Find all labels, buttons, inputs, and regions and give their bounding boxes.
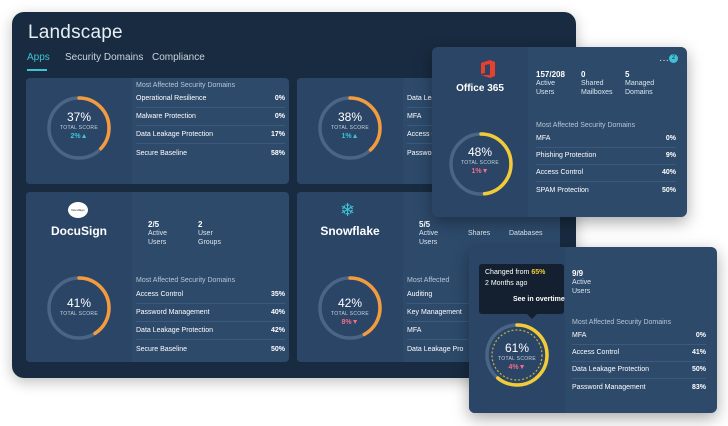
domain-row: Data Leakage Pro	[407, 345, 464, 353]
app-card-overtime[interactable]: 61% TOTAL SCORE 4%▼ Changed from 65% 2 M…	[469, 247, 717, 413]
domain-row: MFA 0%	[572, 327, 706, 345]
domain-row: Password Management 83%	[572, 383, 706, 391]
most-affected-title: Most Affected Security Domains	[136, 277, 236, 284]
tooltip-pointer	[527, 314, 537, 319]
score-gauge	[318, 96, 382, 160]
score-panel: 38% TOTAL SCORE 1%▲	[297, 78, 403, 184]
total-score-label: TOTAL SCORE	[60, 125, 98, 131]
score-delta: 4%▼	[508, 364, 526, 371]
domain-row: Operational Resilience 0%	[136, 90, 285, 108]
domain-row: Data Leakage Protection 42%	[136, 322, 285, 340]
domain-row: Secure Baseline 58%	[136, 149, 285, 157]
total-score-label: TOTAL SCORE	[498, 356, 536, 362]
stat-shares: Shares	[468, 230, 491, 237]
stat-user-groups: 2 User Groups	[198, 220, 221, 246]
domain-row: Access Control 41%	[572, 344, 706, 362]
domain-row: Access Control 40%	[536, 164, 676, 182]
tooltip-changed: Changed from 65%	[485, 269, 546, 276]
domains-panel: 2/5 Active Users 2 User Groups Most Affected…	[132, 192, 289, 362]
total-score-label: TOTAL SCORE	[331, 311, 369, 317]
domain-row: SPAM Protection 50%	[536, 186, 676, 194]
score-delta: 8%▼	[341, 319, 359, 326]
arrow-down-icon: ▼	[351, 319, 359, 326]
app-name: Office 365	[456, 83, 504, 94]
total-score-value: 38%	[337, 110, 363, 124]
score-panel: 37% TOTAL SCORE 2%▲	[26, 78, 132, 184]
stat-databases: Databases	[509, 230, 543, 237]
score-panel: ❄ Snowflake 42% TOTAL SCORE 8%▼	[297, 192, 403, 362]
tab-security-domains[interactable]: Security Domains	[65, 52, 144, 63]
stat-active-users: 157/208 Active Users	[536, 70, 565, 96]
total-score-value: 48%	[467, 145, 493, 159]
gauge-arc	[318, 96, 382, 160]
overtime-tooltip: Changed from 65% 2 Months ago See in ove…	[479, 264, 565, 319]
most-affected-title: Most Affected Security Domains	[572, 319, 672, 326]
app-card-office365[interactable]: Office 365 48% TOTAL SCORE 1%▼ 157/208 Ac…	[432, 47, 687, 217]
stat-active-users: 5/5 Active Users	[419, 220, 439, 246]
stat-managed-domains: 5 Managed Domains	[625, 70, 655, 96]
domains-panel: Most Affected Security Domains Operation…	[132, 78, 289, 184]
total-score-value: 61%	[504, 341, 530, 355]
total-score-label: TOTAL SCORE	[461, 160, 499, 166]
score-gauge	[47, 276, 111, 340]
score-gauge	[485, 323, 549, 387]
office365-logo-icon	[481, 60, 495, 78]
stat-active-users: 2/5 Active Users	[148, 220, 168, 246]
domain-row: Passwor	[407, 149, 434, 157]
stat-shared-mailboxes: 0 Shared Mailboxes	[581, 70, 613, 96]
domain-row: Data Leakage Protection 17%	[136, 126, 285, 144]
domain-row: Phishing Protection 9%	[536, 147, 676, 165]
gauge-arc	[318, 276, 382, 340]
total-score-label: TOTAL SCORE	[331, 125, 369, 131]
docusign-logo: DocuSign	[68, 202, 88, 218]
score-delta: 2%▲	[70, 133, 88, 140]
see-in-overtime-link[interactable]: See in overtime	[513, 296, 565, 303]
most-affected-title: Most Affected Security Domains	[536, 122, 636, 129]
domain-row: Password Management 40%	[136, 304, 285, 322]
score-gauge	[47, 96, 111, 160]
app-card-top-left[interactable]: 37% TOTAL SCORE 2%▲ Most Affected Securi…	[26, 78, 289, 184]
domain-row: Malware Protection 0%	[136, 108, 285, 126]
tooltip-time-ago: 2 Months ago	[485, 280, 528, 287]
most-affected-title: Most Affected	[407, 277, 450, 284]
domain-row: MFA 0%	[536, 130, 676, 148]
gauge-arc	[485, 323, 549, 387]
arrow-up-icon: ▲	[80, 133, 88, 140]
arrow-down-icon: ▼	[481, 168, 489, 175]
stat-active-users: 9/9 Active Users	[572, 269, 592, 295]
score-delta: 1%▼	[471, 168, 489, 175]
active-tab-indicator	[27, 69, 47, 71]
total-score-value: 37%	[66, 110, 92, 124]
gauge-arc	[47, 96, 111, 160]
app-card-docusign[interactable]: DocuSign DocuSign 41% TOTAL SCORE 2/5 Act…	[26, 192, 289, 362]
app-name: Snowflake	[320, 224, 380, 238]
more-options-icon[interactable]: ···	[659, 55, 669, 66]
snowflake-icon: ❄	[340, 200, 356, 220]
gauge-arc	[47, 276, 111, 340]
score-panel	[432, 47, 528, 217]
tab-apps[interactable]: Apps	[27, 52, 50, 63]
total-score-value: 42%	[337, 296, 363, 310]
score-gauge	[318, 276, 382, 340]
score-delta: 1%▲	[341, 133, 359, 140]
domain-row: Access Control 35%	[136, 286, 285, 304]
gauge-arc	[449, 132, 513, 196]
score-gauge	[449, 132, 513, 196]
arrow-up-icon: ▲	[351, 133, 359, 140]
total-score-value: 41%	[66, 296, 92, 310]
tab-compliance[interactable]: Compliance	[152, 52, 205, 63]
app-name: DocuSign	[51, 224, 107, 238]
page-title: Landscape	[28, 22, 123, 43]
gauge-previous-ring	[491, 329, 543, 381]
most-affected-title: Most Affected Security Domains	[136, 82, 236, 89]
domain-row: Data Leakage Protection 50%	[572, 361, 706, 379]
score-panel: DocuSign DocuSign 41% TOTAL SCORE	[26, 192, 132, 362]
total-score-label: TOTAL SCORE	[60, 311, 98, 317]
arrow-down-icon: ▼	[518, 364, 526, 371]
domain-row: Secure Baseline 50%	[136, 345, 285, 353]
notification-badge[interactable]: 2	[669, 54, 678, 63]
